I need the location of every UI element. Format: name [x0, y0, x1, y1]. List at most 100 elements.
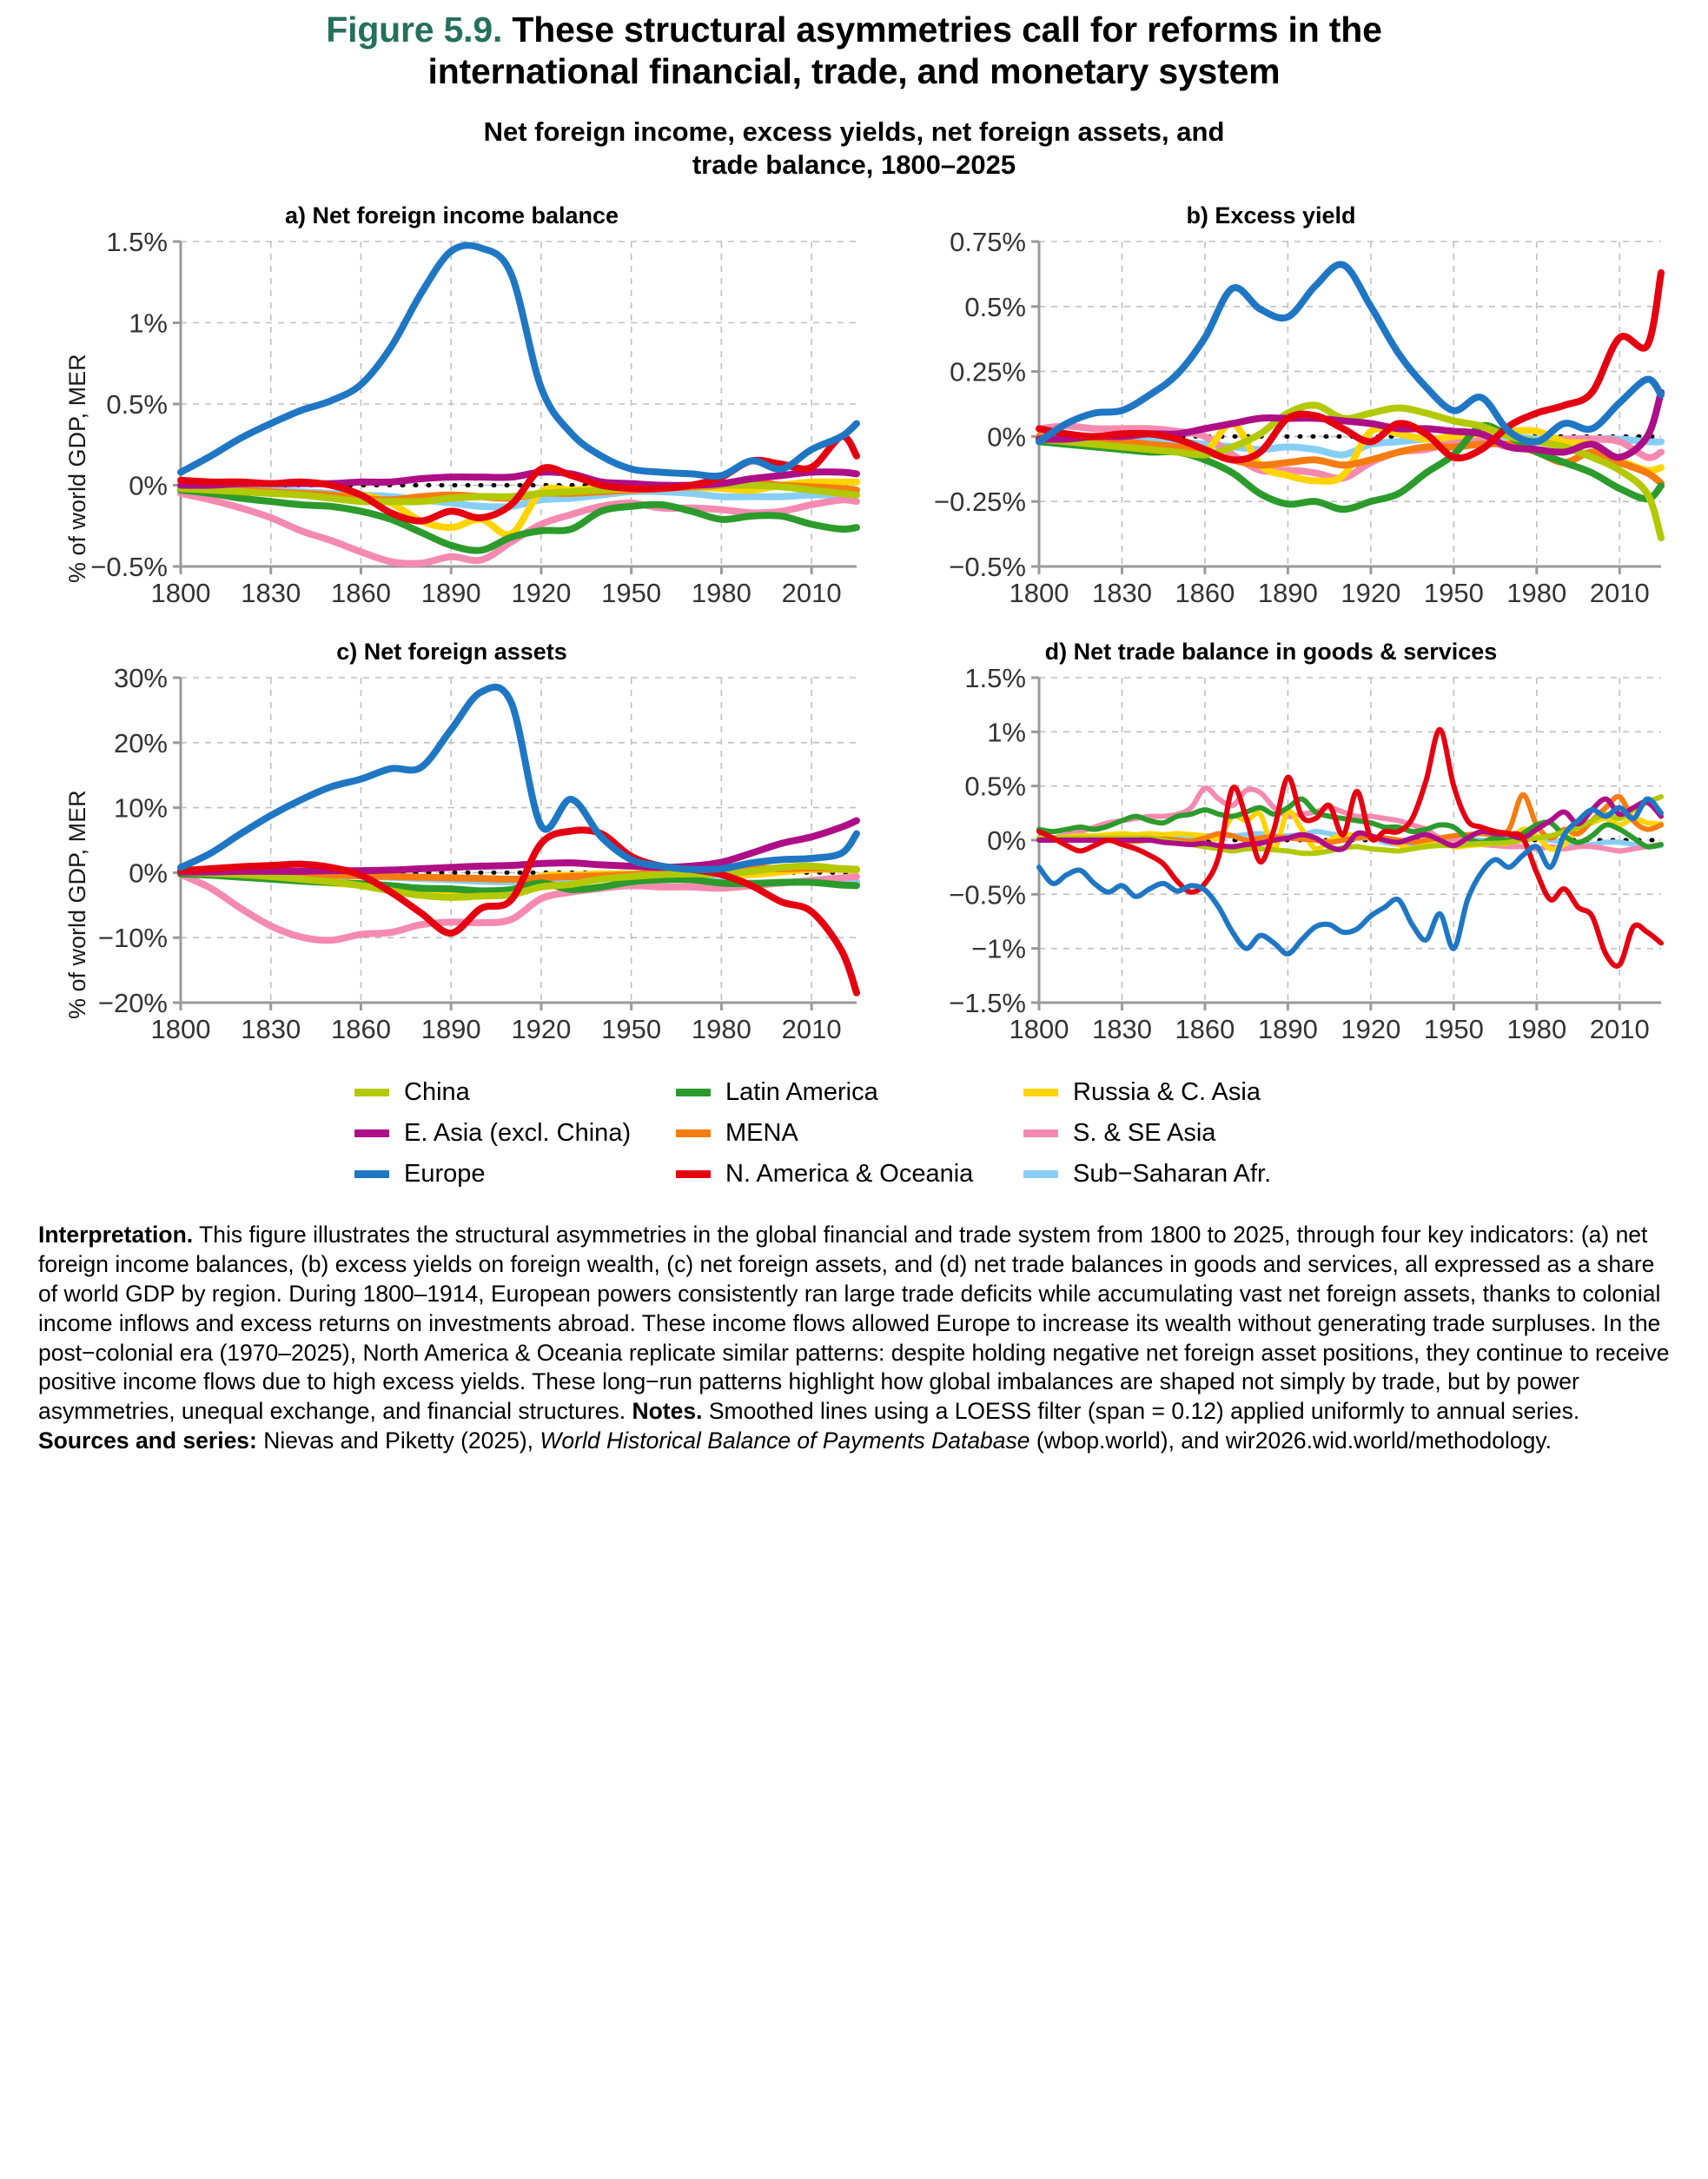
legend-swatch-icon [676, 1170, 711, 1179]
legend-item-n-america-oceania[interactable]: N. America & Oceania [676, 1160, 1023, 1189]
x-tick-label: 1800 [1010, 1014, 1069, 1044]
series-line-n-america-oceania [1036, 269, 1665, 464]
y-tick-label: 0.5% [106, 389, 168, 420]
panel-row-top: a) Net foreign income balance % of world… [35, 200, 1673, 613]
y-tick-label: −20% [98, 988, 168, 1018]
legend-label: S. & SE Asia [1073, 1119, 1216, 1148]
y-tick-label: 0% [987, 825, 1026, 856]
legend-item-latin-america[interactable]: Latin America [676, 1078, 1023, 1107]
sources-text-2: (wbop.world), and wir2026.wid.world/meth… [1029, 1427, 1552, 1454]
notes-label: Notes. [632, 1398, 703, 1425]
legend-item-s-se-asia[interactable]: S. & SE Asia [1023, 1119, 1354, 1148]
legend-swatch-icon [354, 1170, 389, 1179]
x-tick-label: 1920 [511, 578, 571, 608]
legend-label: Latin America [725, 1078, 878, 1107]
y-tick-label: −0.5% [949, 552, 1026, 582]
sources-text-1: Nievas and Piketty (2025), [256, 1427, 540, 1454]
legend-item-e-asia-excl-china[interactable]: E. Asia (excl. China) [354, 1119, 676, 1148]
x-tick-label: 2010 [782, 578, 842, 608]
figure-subtitle-line2: trade balance, 1800–2025 [692, 149, 1016, 180]
footnote: Interpretation. This figure illustrates … [35, 1221, 1673, 1455]
legend-swatch-icon [354, 1129, 389, 1138]
series-line-china [1036, 401, 1665, 542]
x-tick-label: 1890 [421, 1014, 481, 1044]
panel-c-plot: % of world GDP, MER −20% −10% 0% 10% 20% 30% 1… [35, 667, 869, 1050]
x-tick-label: 1800 [151, 1014, 211, 1044]
y-tick-label: 0.5% [964, 772, 1026, 802]
legend-label: E. Asia (excl. China) [404, 1119, 632, 1148]
series-line-china [177, 863, 860, 902]
legend-swatch-icon [676, 1089, 711, 1097]
series-line-europe [1036, 261, 1665, 447]
legend-label: China [404, 1078, 470, 1107]
x-tick-label: 1950 [601, 1014, 661, 1044]
series-line-china [177, 481, 860, 506]
y-tick-label: −10% [98, 924, 168, 954]
series-line-europe [1036, 797, 1664, 957]
x-tick-label: 1890 [421, 578, 481, 608]
y-tick-label: −1% [971, 934, 1026, 964]
legend-item-europe[interactable]: Europe [354, 1160, 676, 1189]
legend-swatch-icon [1023, 1170, 1058, 1179]
y-tick-label: 0.25% [950, 357, 1026, 387]
legend-swatch-icon [354, 1089, 389, 1097]
y-tick-label: 0.75% [950, 231, 1026, 257]
legend-swatch-icon [676, 1129, 711, 1138]
figure-title: Figure 5.9. These structural asymmetries… [35, 0, 1673, 93]
panel-b-svg: −0.5% −0.25% 0% 0.25% 0.5% 0.75% 1800 1830 1860 1… [934, 231, 1665, 608]
y-tick-label: −0.25% [934, 487, 1026, 518]
panel-d-title: d) Net trade balance in goods & services [1044, 639, 1498, 666]
series-line-europe [177, 684, 860, 874]
panel-b: b) Excess yield −0.5% −0.25% 0% 0.25% 0.5% 0.… [869, 200, 1673, 613]
x-tick-label: 2010 [782, 1014, 842, 1044]
legend-label: MENA [725, 1119, 798, 1148]
panel-b-title: b) Excess yield [1186, 202, 1356, 229]
y-tick-label: −0.5% [949, 880, 1026, 911]
panel-a-ylabel: % of world GDP, MER [64, 354, 90, 584]
legend-label: Sub−Saharan Afr. [1073, 1160, 1272, 1189]
legend-item-mena[interactable]: MENA [676, 1119, 1023, 1148]
interpretation-text: This figure illustrates the structural a… [38, 1222, 1670, 1425]
panel-d: d) Net trade balance in goods & services… [869, 636, 1673, 1050]
legend-grid: China Latin America Russia & C. Asia E. Asi… [354, 1072, 1354, 1195]
y-tick-label: −0.5% [90, 552, 168, 582]
panel-d-svg: −1.5% −1% −0.5% 0% 0.5% 1% 1.5% 1800 1830 1860 189… [949, 667, 1664, 1044]
x-tick-label: 1830 [1092, 1014, 1152, 1044]
panel-a-svg: −0.5% 0% 0.5% 1% 1.5% 1800 1830 1860 1890 1920 195… [90, 231, 860, 608]
x-tick-label: 1860 [331, 1014, 391, 1044]
x-tick-label: 1950 [601, 578, 661, 608]
panel-d-plot: −1.5% −1% −0.5% 0% 0.5% 1% 1.5% 1800 1830 1860 189… [869, 667, 1673, 1050]
figure-subtitle: Net foreign income, excess yields, net f… [35, 116, 1673, 182]
x-tick-label: 1890 [1258, 1014, 1318, 1044]
x-tick-label: 1800 [1010, 578, 1069, 608]
x-tick-label: 1800 [151, 578, 211, 608]
legend-item-china[interactable]: China [354, 1078, 676, 1107]
notes-text: Smoothed lines using a LOESS filter (spa… [702, 1398, 1580, 1425]
panel-b-plot: −0.5% −0.25% 0% 0.25% 0.5% 0.75% 1800 1830 1860 1… [869, 231, 1673, 613]
x-tick-label: 1920 [1341, 578, 1400, 608]
x-tick-label: 1950 [1424, 578, 1484, 608]
x-tick-label: 2010 [1590, 1014, 1650, 1044]
y-tick-label: 0% [129, 858, 168, 889]
sources-label: Sources and series: [38, 1427, 257, 1454]
y-tick-label: 0% [987, 422, 1026, 453]
series-line-europe [177, 242, 860, 480]
x-tick-label: 1980 [692, 578, 751, 608]
figure-number: Figure 5.9. [326, 10, 503, 50]
y-tick-label: 1% [987, 718, 1026, 748]
x-tick-label: 1860 [1175, 578, 1235, 608]
x-tick-label: 1860 [331, 578, 391, 608]
sources-italic: World Historical Balance of Payments Dat… [540, 1427, 1030, 1454]
y-tick-label: 20% [114, 728, 168, 758]
x-tick-label: 2010 [1590, 578, 1650, 608]
x-tick-label: 1890 [1258, 578, 1318, 608]
legend-item-russia-c-asia[interactable]: Russia & C. Asia [1023, 1078, 1354, 1107]
x-tick-label: 1980 [1506, 578, 1566, 608]
series-line-n-america-oceania [177, 826, 860, 997]
x-tick-label: 1860 [1175, 1014, 1235, 1044]
legend-item-sub-saharan-afr[interactable]: Sub−Saharan Afr. [1023, 1160, 1354, 1189]
y-tick-label: 0.5% [964, 292, 1026, 322]
legend-label: Russia & C. Asia [1073, 1078, 1261, 1107]
interpretation-label: Interpretation. [38, 1222, 194, 1248]
y-tick-label: 1.5% [106, 231, 168, 257]
